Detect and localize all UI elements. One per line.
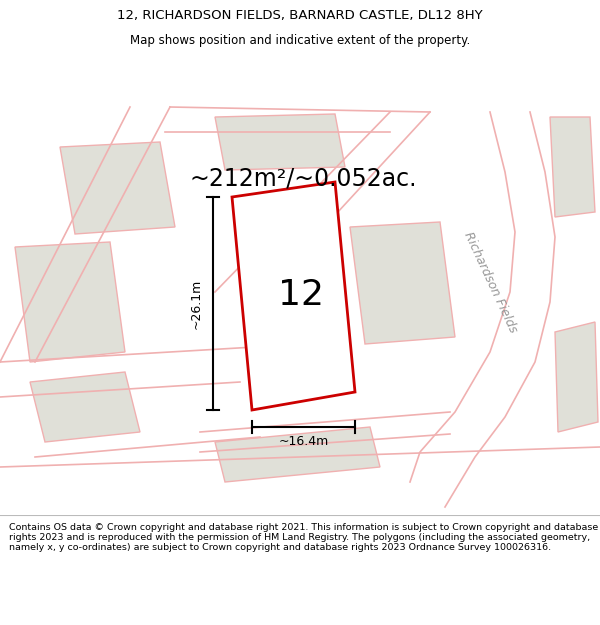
Polygon shape (550, 117, 595, 217)
Text: 12, RICHARDSON FIELDS, BARNARD CASTLE, DL12 8HY: 12, RICHARDSON FIELDS, BARNARD CASTLE, D… (117, 9, 483, 22)
Text: ~16.4m: ~16.4m (278, 435, 329, 448)
Text: Richardson Fields: Richardson Fields (461, 229, 519, 334)
Polygon shape (215, 427, 380, 482)
Text: Map shows position and indicative extent of the property.: Map shows position and indicative extent… (130, 34, 470, 47)
Polygon shape (232, 182, 355, 410)
Polygon shape (15, 242, 125, 362)
Polygon shape (30, 372, 140, 442)
Polygon shape (60, 142, 175, 234)
Text: Contains OS data © Crown copyright and database right 2021. This information is : Contains OS data © Crown copyright and d… (9, 522, 598, 552)
Polygon shape (555, 322, 598, 432)
Text: ~26.1m: ~26.1m (190, 278, 203, 329)
Polygon shape (215, 114, 345, 170)
Text: ~212m²/~0.052ac.: ~212m²/~0.052ac. (190, 167, 418, 191)
Text: 12: 12 (278, 278, 325, 312)
Polygon shape (350, 222, 455, 344)
